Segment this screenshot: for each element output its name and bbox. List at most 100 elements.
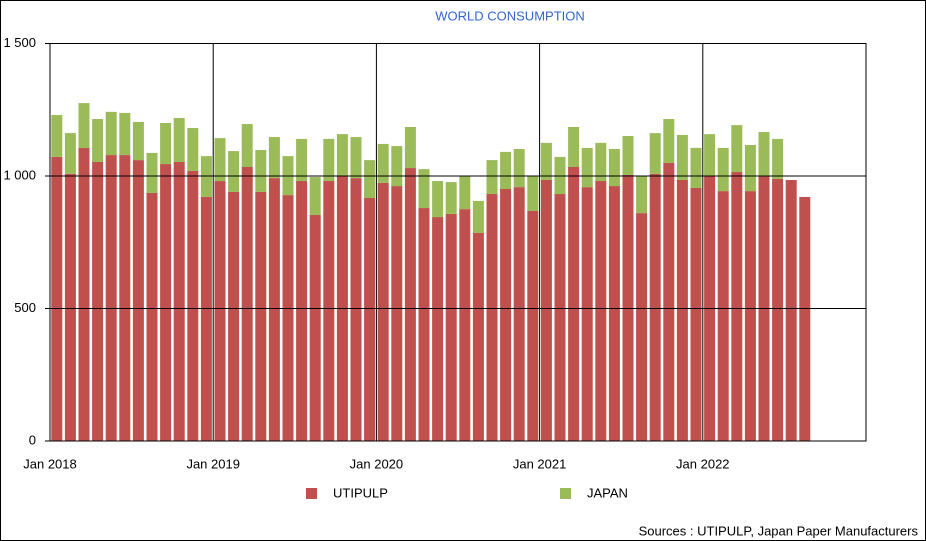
- bar-segment: [527, 176, 539, 211]
- bar-segment: [690, 147, 702, 188]
- bar-segment: [581, 187, 593, 441]
- y-tick-label: 1 500: [3, 35, 36, 50]
- bar-segment: [622, 135, 634, 175]
- bar-segment: [608, 186, 620, 441]
- bar-segment: [391, 146, 403, 187]
- bar-segment: [173, 117, 185, 162]
- legend-label: UTIPULP: [333, 485, 388, 500]
- bar-segment: [214, 138, 226, 182]
- bar-segment: [418, 208, 430, 441]
- bar-segment: [758, 132, 770, 176]
- bar-segment: [500, 188, 512, 441]
- bar-segment: [554, 194, 566, 441]
- bar-segment: [472, 200, 484, 233]
- source-note: Sources : UTIPULP, Japan Paper Manufactu…: [639, 523, 919, 538]
- bar-segment: [78, 103, 90, 148]
- bar-segment: [105, 111, 117, 156]
- bar-segment: [160, 164, 172, 441]
- bar-segment: [119, 112, 131, 156]
- bar-segment: [350, 137, 362, 179]
- bar-segment: [445, 213, 457, 441]
- bar-segment: [146, 192, 158, 441]
- bar-segment: [364, 160, 376, 198]
- bar-segment: [64, 173, 76, 441]
- bar-segment: [309, 177, 321, 215]
- bar-segment: [636, 176, 648, 214]
- bar-segment: [391, 186, 403, 441]
- bar-segment: [432, 217, 444, 441]
- bar-segment: [568, 126, 580, 167]
- bar-segment: [214, 181, 226, 441]
- bar-segment: [432, 181, 444, 218]
- bar-segment: [568, 166, 580, 442]
- bar-segment: [404, 168, 416, 442]
- bar-segment: [132, 160, 144, 441]
- y-tick-label: 500: [14, 300, 36, 315]
- bar-segment: [200, 156, 212, 197]
- bar-segment: [268, 178, 280, 441]
- bar-segment: [649, 133, 661, 174]
- bar-segment: [282, 195, 294, 441]
- bar-segment: [772, 178, 784, 442]
- bar-segment: [187, 128, 199, 171]
- bar-segment: [676, 134, 688, 180]
- bar-segment: [146, 152, 158, 193]
- bar-segment: [187, 170, 199, 441]
- bar-segment: [799, 196, 811, 441]
- bar-segment: [296, 138, 308, 182]
- bar-segment: [350, 178, 362, 441]
- bar-segment: [663, 119, 675, 164]
- legend-swatch: [560, 488, 571, 499]
- x-tick-label: Jan 2018: [23, 456, 77, 471]
- bar-segment: [731, 125, 743, 173]
- bar-segment: [228, 191, 240, 441]
- bar-segment: [309, 214, 321, 441]
- bar-segment: [241, 166, 253, 442]
- bar-segment: [595, 142, 607, 182]
- bar-segment: [581, 147, 593, 188]
- bar-segment: [704, 134, 716, 176]
- bar-segment: [255, 191, 267, 441]
- bar-segment: [676, 179, 688, 441]
- bar-segment: [255, 150, 267, 192]
- bar-segment: [323, 138, 335, 182]
- bar-segment: [595, 181, 607, 441]
- bar-segment: [554, 156, 566, 195]
- bar-segment: [690, 187, 702, 441]
- bar-segment: [731, 172, 743, 441]
- bar-segment: [336, 134, 348, 176]
- bar-segment: [717, 191, 729, 441]
- bar-segment: [51, 156, 63, 442]
- x-tick-label: Jan 2019: [186, 456, 240, 471]
- bar-segment: [636, 213, 648, 441]
- bar-segment: [418, 169, 430, 209]
- bar-segment: [323, 181, 335, 441]
- bar-segment: [527, 210, 539, 441]
- bar-segment: [377, 143, 389, 183]
- bar-segment: [486, 160, 498, 195]
- bar-segment: [51, 115, 63, 157]
- bar-segment: [500, 151, 512, 189]
- bar-segment: [513, 148, 525, 188]
- bar-segment: [744, 191, 756, 441]
- bar-segment: [228, 151, 240, 192]
- bar-segment: [472, 232, 484, 441]
- bar-segment: [241, 124, 253, 167]
- bar-segment: [377, 182, 389, 441]
- legend-swatch: [306, 488, 317, 499]
- y-tick-label: 1 000: [3, 167, 36, 182]
- bar-segment: [92, 119, 104, 162]
- bar-segment: [78, 147, 90, 441]
- bar-segment: [64, 133, 76, 174]
- bar-segment: [268, 137, 280, 179]
- bar-segment: [540, 142, 552, 180]
- y-tick-label: 0: [29, 432, 36, 447]
- legend-label: JAPAN: [587, 485, 628, 500]
- bar-segment: [649, 173, 661, 441]
- bar-segment: [663, 163, 675, 441]
- bar-segment: [119, 155, 131, 441]
- bar-segment: [445, 182, 457, 214]
- bar-segment: [105, 155, 117, 441]
- x-tick-label: Jan 2020: [350, 456, 404, 471]
